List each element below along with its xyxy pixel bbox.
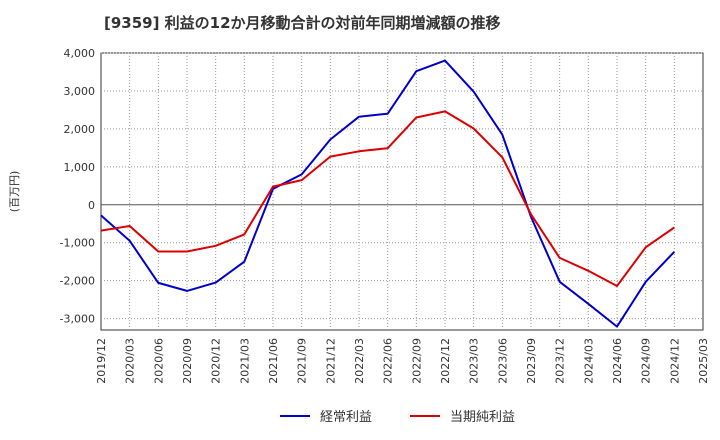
plot-frame <box>100 52 704 331</box>
y-tick-label: 3,000 <box>64 85 96 98</box>
legend-label-1: 経常利益 <box>320 410 372 425</box>
x-tick-label: 2023/12 <box>554 338 567 384</box>
x-tick-label: 2022/12 <box>439 338 452 384</box>
chart-title: [9359] 利益の12か月移動合計の対前年同期増減額の推移 <box>104 14 501 32</box>
x-tick-label: 2023/03 <box>468 338 481 384</box>
y-tick-label: 4,000 <box>64 47 96 60</box>
y-tick-label: 0 <box>88 199 95 212</box>
x-tick-label: 2024/12 <box>668 338 681 384</box>
y-axis-label: (百万円) <box>8 171 21 213</box>
x-tick-label: 2024/06 <box>611 338 624 384</box>
x-tick-label: 2021/03 <box>238 338 251 384</box>
series <box>100 59 676 328</box>
x-tick-label: 2019/12 <box>95 338 108 384</box>
y-axis: 4,000 3,000 2,000 1,000 0 -1,000 -2,000 -3,000 <box>60 47 95 326</box>
x-tick-label: 2024/09 <box>640 338 653 384</box>
x-tick-label: 2020/06 <box>152 338 165 384</box>
plot-area <box>100 52 704 331</box>
x-tick-label: 2021/12 <box>324 338 337 384</box>
x-tick-label: 2020/12 <box>210 338 223 384</box>
x-tick-label: 2021/06 <box>267 338 280 384</box>
x-tick-label: 2024/03 <box>582 338 595 384</box>
x-tick-label: 2022/03 <box>353 338 366 384</box>
series-line-1 <box>100 59 676 328</box>
x-tick-label: 2022/09 <box>410 338 423 384</box>
y-tick-label: 1,000 <box>64 161 96 174</box>
grid <box>101 52 703 330</box>
x-tick-label: 2022/06 <box>382 338 395 384</box>
y-tick-label: -3,000 <box>60 313 95 326</box>
y-tick-label: -1,000 <box>60 237 95 250</box>
x-axis: 2019/12 2020/03 2020/06 2020/09 2020/12 2021/… <box>95 338 710 384</box>
x-tick-label: 2020/03 <box>124 338 137 384</box>
x-tick-label: 2023/09 <box>525 338 538 384</box>
x-tick-label: 2020/09 <box>181 338 194 384</box>
legend-label-2: 当期純利益 <box>450 410 515 425</box>
x-tick-label: 2023/06 <box>496 338 509 384</box>
y-tick-label: 2,000 <box>64 123 96 136</box>
x-tick-label: 2021/09 <box>296 338 309 384</box>
x-tick-label: 2025/03 <box>697 338 710 384</box>
series-line-2 <box>100 110 675 287</box>
y-tick-label: -2,000 <box>60 275 95 288</box>
legend: 経常利益 当期純利益 <box>280 410 515 425</box>
